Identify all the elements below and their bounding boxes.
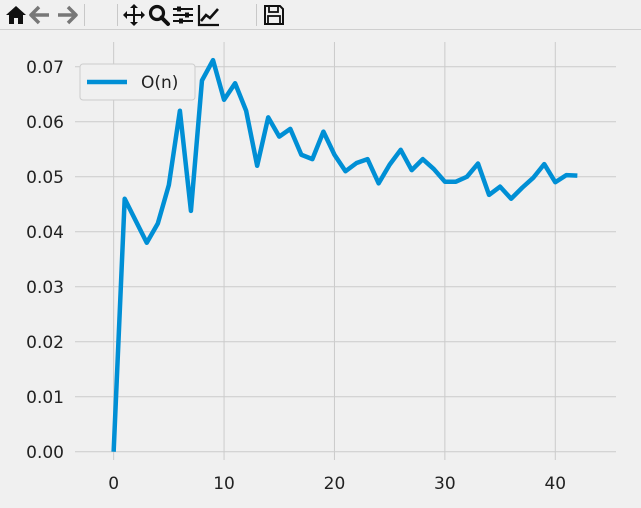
toolbar-separator: [117, 4, 118, 26]
legend-label: O(n): [141, 73, 178, 93]
y-tick-label: 0.02: [26, 333, 64, 353]
configure-subplots-icon[interactable]: [171, 3, 195, 27]
figure-canvas: 0 10 20 30 40 0.00 0.01 0.02 0.03 0.04 0.05 0.06 0.0…: [0, 30, 641, 508]
y-tick-label: 0.07: [26, 58, 64, 78]
home-icon[interactable]: [4, 3, 28, 27]
y-tick-label: 0.03: [26, 278, 64, 298]
pan-icon[interactable]: [122, 3, 146, 27]
line-chart: 0 10 20 30 40 0.00 0.01 0.02 0.03 0.04 0.05 0.06 0.0…: [26, 42, 616, 494]
y-tick-label: 0.06: [26, 113, 64, 133]
toolbar-separator: [84, 4, 85, 26]
x-tick-label: 10: [213, 474, 235, 494]
x-tick-label: 40: [544, 474, 566, 494]
x-tick-label: 0: [108, 474, 119, 494]
save-icon[interactable]: [262, 3, 286, 27]
series-layer: [111, 57, 578, 452]
forward-arrow-icon[interactable]: [55, 3, 79, 27]
legend: O(n): [79, 63, 196, 101]
y-tick-label: 0.05: [26, 168, 64, 188]
back-arrow-icon[interactable]: [28, 3, 52, 27]
y-tick-label: 0.00: [26, 443, 64, 463]
edit-axis-icon[interactable]: [197, 3, 221, 27]
y-tick-label: 0.01: [26, 388, 64, 408]
y-tick-label: 0.04: [26, 223, 64, 243]
x-tick-label: 20: [324, 474, 346, 494]
zoom-icon[interactable]: [147, 3, 171, 27]
grid-lines: [75, 42, 616, 460]
toolbar-separator: [256, 4, 257, 26]
x-tick-label: 30: [434, 474, 456, 494]
series-line: [111, 57, 578, 452]
tick-labels: 0 10 20 30 40 0.00 0.01 0.02 0.03 0.04 0.05 0.06 0.0…: [26, 58, 566, 494]
navigation-toolbar: [0, 0, 641, 30]
legend-box: [79, 63, 196, 101]
